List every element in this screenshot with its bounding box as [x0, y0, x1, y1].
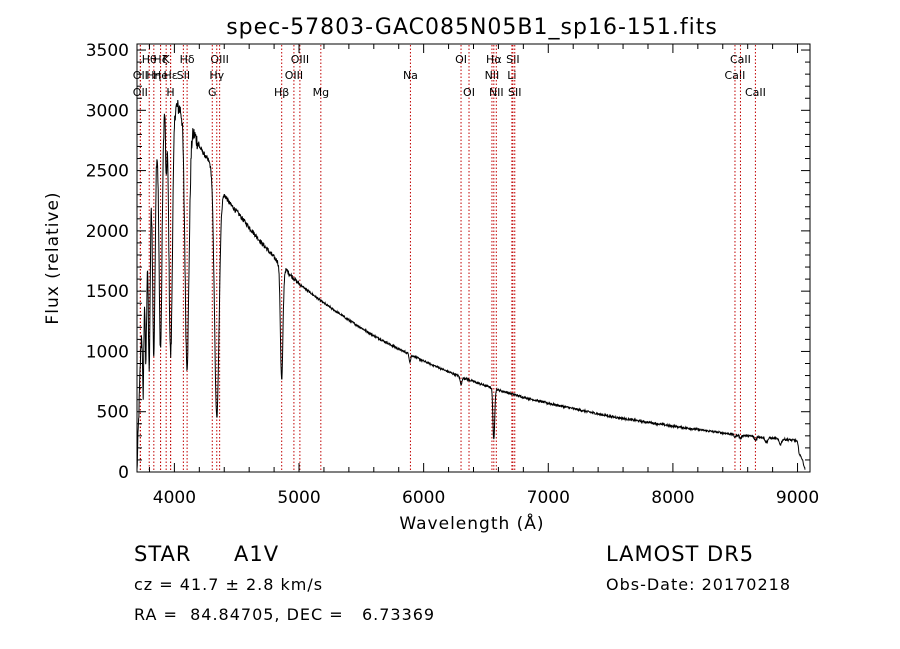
- line-marker-label: Hα: [486, 53, 502, 66]
- line-marker-label: NII: [485, 69, 500, 82]
- obs-date: Obs-Date: 20170218: [606, 575, 792, 594]
- line-marker-label: Hθ: [142, 53, 157, 66]
- x-tick-label: 8000: [651, 488, 694, 508]
- axes: 4000 5000 6000 7000 8000 9000 0 500 1000 1500 2000…: [86, 41, 819, 508]
- line-marker-label: OI: [455, 53, 467, 66]
- line-marker-label: K: [163, 53, 171, 66]
- line-marker-label: OIII: [285, 69, 303, 82]
- line-marker-label: Hβ: [274, 86, 289, 99]
- line-marker-label: CaII: [730, 53, 751, 66]
- line-marker-label: Li: [507, 69, 516, 82]
- line-marker-label: CaII: [725, 69, 746, 82]
- y-tick-label: 500: [97, 403, 129, 423]
- line-marker-label: SII: [506, 53, 519, 66]
- line-marker-label: He: [153, 69, 168, 82]
- line-marker-label: OI: [463, 86, 475, 99]
- line-marker-label: SII: [177, 69, 190, 82]
- object-subclass: A1V: [234, 542, 280, 566]
- line-marker-label: Mg: [313, 86, 329, 99]
- y-tick-label: 1000: [86, 342, 129, 362]
- line-marker-label: H: [166, 86, 174, 99]
- line-marker-label: Hγ: [209, 69, 224, 82]
- spectrum-line: [136, 99, 806, 470]
- line-marker-label: SII: [508, 86, 521, 99]
- x-axis-label: Wavelength (Å): [399, 512, 544, 534]
- y-tick-label: 3500: [86, 41, 129, 61]
- coordinates: RA = 84.84705, DEC = 6.73369: [134, 605, 436, 624]
- x-tick-label: 9000: [776, 488, 819, 508]
- line-marker-label: OIII: [210, 53, 228, 66]
- y-tick-label: 0: [118, 463, 129, 483]
- y-tick-label: 2500: [86, 162, 129, 182]
- line-marker-label: CaII: [745, 86, 766, 99]
- spectrum-series: [136, 99, 806, 470]
- chart-title: spec-57803-GAC085N05B1_sp16-151.fits: [226, 15, 718, 40]
- line-marker-label: Hε: [164, 69, 178, 82]
- y-tick-label: 2000: [86, 222, 129, 242]
- x-tick-label: 5000: [277, 488, 320, 508]
- x-tick-label: 7000: [527, 488, 570, 508]
- y-tick-label: 1500: [86, 282, 129, 302]
- line-marker-label: NII: [489, 86, 504, 99]
- line-marker-label: Hη: [146, 69, 161, 82]
- line-marker-label: OIII: [291, 53, 309, 66]
- line-marker-label: OII: [133, 86, 148, 99]
- object-class: STAR: [134, 542, 192, 566]
- line-marker-label: G: [208, 86, 217, 99]
- line-marker-label: Na: [403, 69, 418, 82]
- y-axis-label: Flux (relative): [43, 191, 63, 324]
- x-tick-label: 6000: [402, 488, 445, 508]
- survey-name: LAMOST DR5: [606, 542, 755, 566]
- plot-frame: [136, 43, 811, 473]
- y-tick-label: 3000: [86, 101, 129, 121]
- x-tick-label: 4000: [153, 488, 196, 508]
- line-marker-label: Hδ: [180, 53, 195, 66]
- redshift-readout: cz = 41.7 ± 2.8 km/s: [134, 575, 324, 594]
